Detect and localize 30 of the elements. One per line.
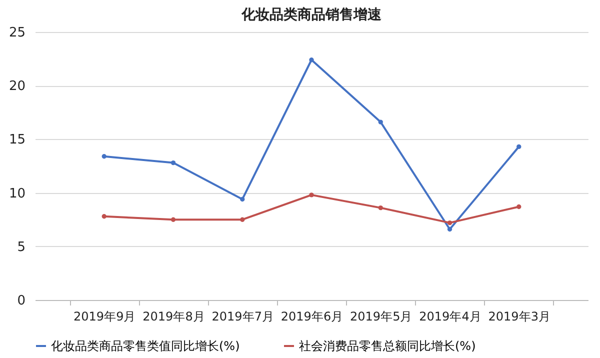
point <box>516 204 522 210</box>
y-tick-label: 25 <box>8 26 26 40</box>
point <box>378 120 383 124</box>
x-tick-label: 2019年9月 <box>74 310 136 324</box>
point <box>309 192 314 198</box>
point <box>447 226 452 232</box>
point <box>309 58 314 62</box>
x-tick-label: 2019年6月 <box>280 310 344 324</box>
chart-title: 化妆品类商品销售增速 <box>240 6 382 23</box>
point <box>102 214 106 219</box>
y-tick-label: 0 <box>17 294 26 308</box>
point <box>378 205 383 210</box>
x-tick-label: 2019年4月 <box>419 310 482 324</box>
x-tick-label: 2019年3月 <box>488 310 550 324</box>
point <box>170 160 176 166</box>
point <box>240 217 245 222</box>
x-tick-label: 2019年8月 <box>142 310 205 324</box>
y-tick-label: 15 <box>8 132 26 148</box>
point <box>102 154 106 159</box>
point <box>516 144 522 150</box>
point <box>170 217 176 222</box>
legend-label: 化妆品类商品零售类值同比增长(%) <box>51 339 240 353</box>
legend-label: 社会消费品零售总额同比增长(%) <box>299 339 476 353</box>
y-tick-label: 10 <box>8 186 26 202</box>
point <box>447 220 452 226</box>
y-tick-label: 20 <box>8 79 26 94</box>
x-tick-label: 2019年5月 <box>350 310 412 324</box>
point <box>240 196 245 202</box>
y-tick-label: 5 <box>17 240 26 255</box>
x-tick-label: 2019年7月 <box>212 310 274 324</box>
